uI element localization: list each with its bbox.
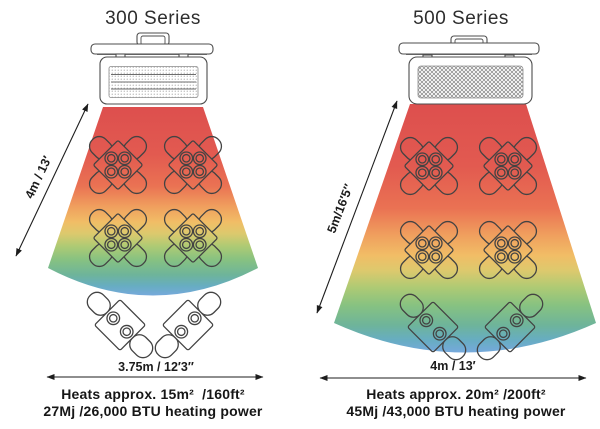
panel-500-title: 500 Series — [413, 8, 509, 29]
heats-area-text: Heats approx. 20m² /200ft² — [366, 386, 546, 402]
panel-300-series: 300 Series 4m / 13′ 3.75m / 12′3″ Heats … — [15, 8, 264, 419]
diagonal-dimension-label: 4m / 13′ — [22, 154, 54, 201]
width-dimension-500: 4m / 13′ — [319, 359, 587, 381]
heat-spread-fan-500 — [334, 104, 596, 353]
width-dimension-label: 4m / 13′ — [430, 359, 475, 373]
heating-power-text: 45Mj /43,000 BTU heating power — [346, 403, 566, 419]
heater-300-icon — [90, 32, 214, 105]
heater-top-plate — [90, 43, 214, 55]
dimension-arrow — [316, 100, 398, 314]
heating-power-text: 27Mj /26,000 BTU heating power — [43, 403, 263, 419]
panel-500-series: 500 Series 5m/16′5″ 4m / 13′ Heats appro… — [316, 8, 596, 419]
heater-top-plate — [398, 42, 540, 55]
dimension-arrow — [15, 103, 89, 257]
width-dimension-label: 3.75m / 12′3″ — [118, 360, 194, 374]
heat-spread-fan-300 — [48, 107, 258, 296]
heater-mesh-grille — [417, 65, 524, 99]
heats-area-text: Heats approx. 15m² /160ft² — [61, 386, 245, 402]
panel-300-title: 300 Series — [105, 8, 201, 29]
heater-500-icon — [398, 35, 540, 105]
width-dimension-300: 3.75m / 12′3″ — [46, 360, 264, 380]
diagonal-dimension-label: 5m/16′5″ — [325, 182, 356, 235]
heater-bracket — [136, 32, 170, 46]
